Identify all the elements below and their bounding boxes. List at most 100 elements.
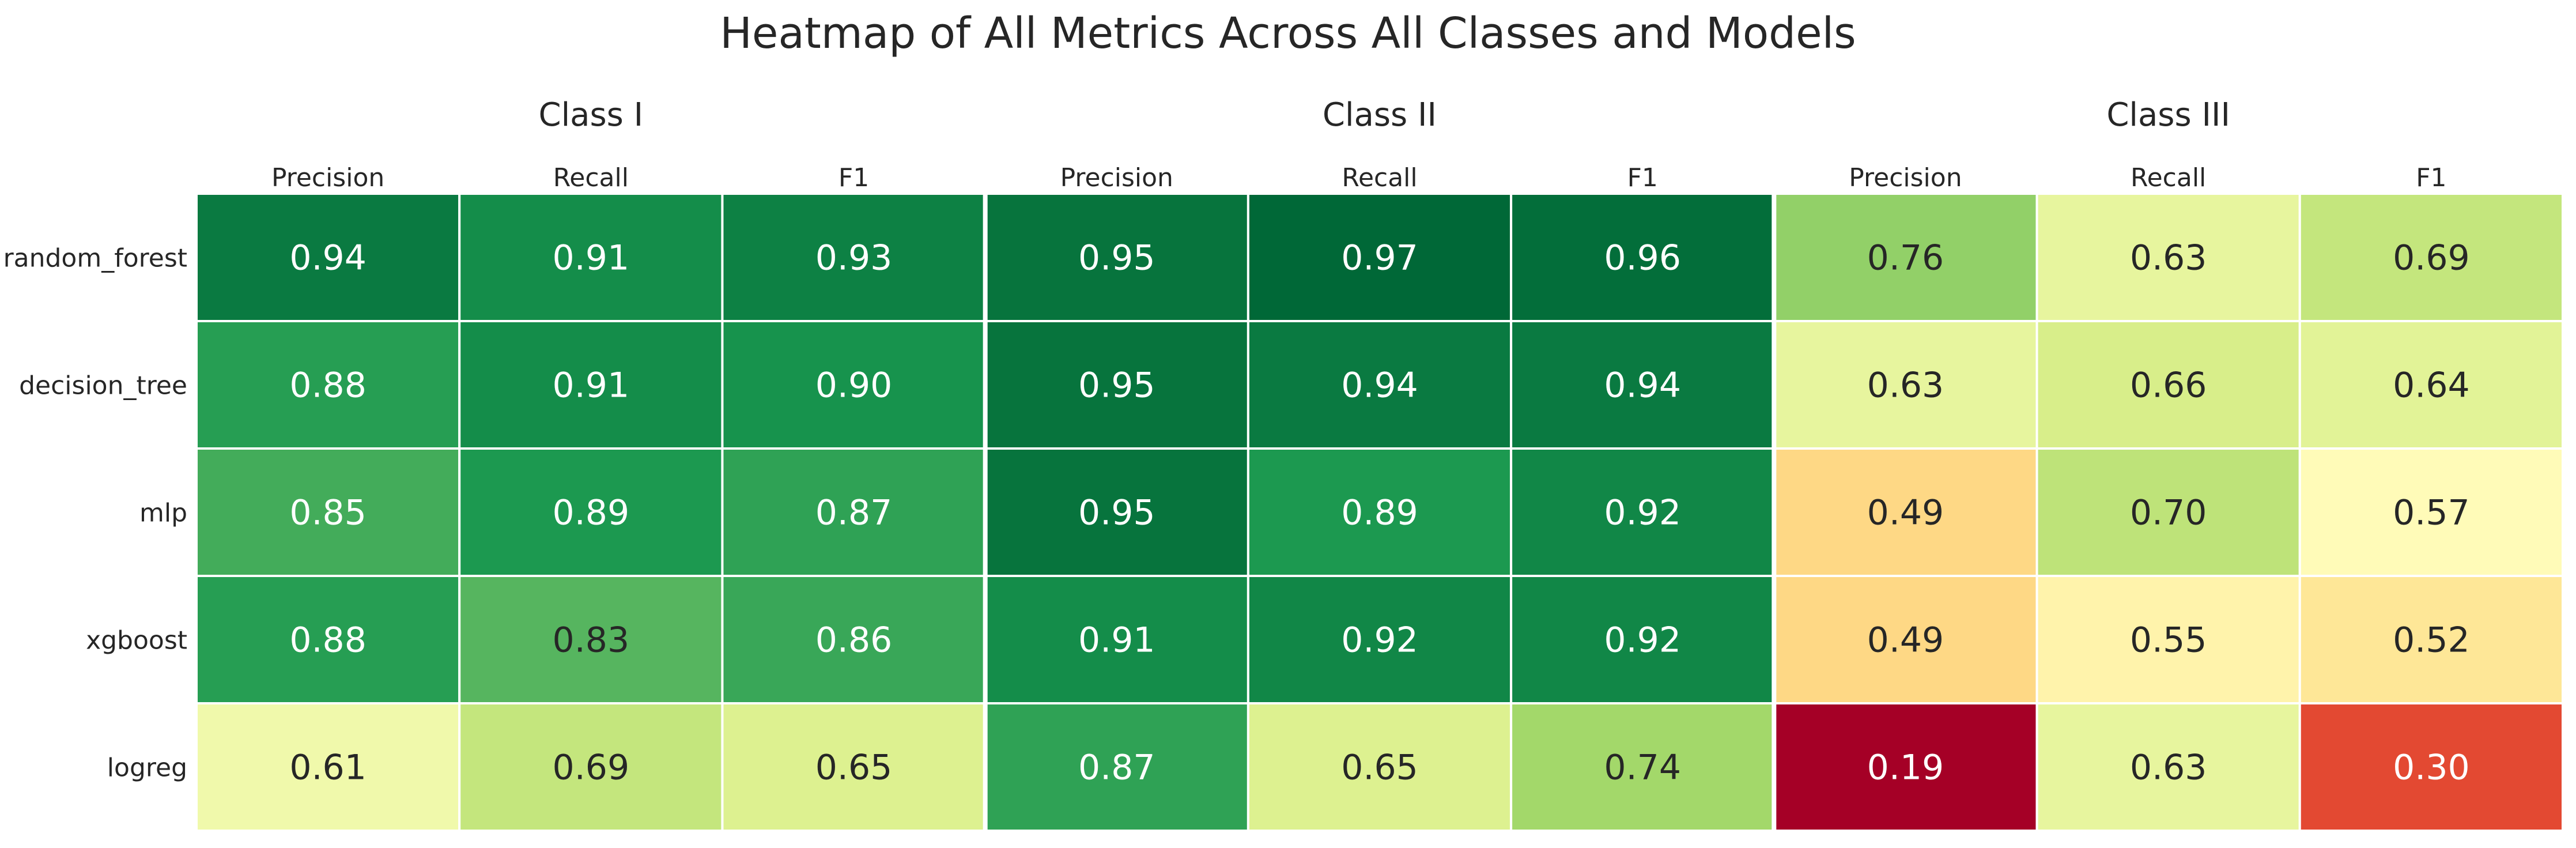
cell-value-label: 0.63 <box>2130 748 2207 788</box>
row-label: logreg <box>107 753 187 783</box>
cell-value-label: 0.94 <box>1341 365 1418 406</box>
heatmap-cell <box>458 575 724 704</box>
cell-value-label: 0.88 <box>289 365 367 406</box>
cell-value-label: 0.19 <box>1867 748 1944 788</box>
column-label: Recall <box>553 163 629 193</box>
cell-value-label: 0.70 <box>2130 493 2207 533</box>
cell-value-label: 0.76 <box>1867 238 1944 278</box>
cell-value-label: 0.97 <box>1341 238 1418 278</box>
group-label: Class I <box>539 96 644 134</box>
heatmap-cell <box>1773 447 2038 577</box>
heatmap-cell <box>1510 320 1776 450</box>
heatmap-cell <box>1247 447 1513 577</box>
cell-value-label: 0.66 <box>2130 365 2207 406</box>
cell-value-label: 0.63 <box>2130 238 2207 278</box>
cell-value-label: 0.87 <box>815 493 893 533</box>
heatmap-cell <box>195 447 461 577</box>
cell-value-label: 0.91 <box>553 238 630 278</box>
group-label: Class II <box>1323 96 1437 134</box>
column-label: Recall <box>2131 163 2206 193</box>
heatmap-cell <box>2035 320 2301 450</box>
cell-value-label: 0.69 <box>553 748 630 788</box>
heatmap-cell <box>984 575 1249 704</box>
heatmap-cell <box>1773 702 2038 832</box>
cell-value-label: 0.55 <box>2130 620 2207 661</box>
cell-value-label: 0.85 <box>289 493 367 533</box>
heatmap-cell <box>1247 702 1513 832</box>
cell-value-label: 0.92 <box>1604 493 1681 533</box>
heatmap-cell <box>2298 447 2564 577</box>
cell-value-label: 0.83 <box>553 620 630 661</box>
heatmap-cell <box>2035 702 2301 832</box>
cell-value-label: 0.30 <box>2393 748 2470 788</box>
column-label: F1 <box>2416 163 2446 193</box>
heatmap-cell <box>458 447 724 577</box>
heatmap-cell <box>1510 447 1776 577</box>
cell-value-label: 0.95 <box>1078 493 1155 533</box>
column-label: F1 <box>1627 163 1658 193</box>
heatmap-cell <box>2035 575 2301 704</box>
heatmap-cell <box>984 320 1249 450</box>
heatmap-cell <box>1247 320 1513 450</box>
cell-value-label: 0.94 <box>1604 365 1681 406</box>
column-label: Precision <box>1849 163 1962 193</box>
heatmap-cell <box>2298 702 2564 832</box>
heatmap-cell <box>1510 702 1776 832</box>
row-label: decision_tree <box>19 371 187 401</box>
heatmap-cell <box>195 320 461 450</box>
heatmap-cell <box>458 193 724 322</box>
cell-value-label: 0.69 <box>2393 238 2470 278</box>
cell-value-label: 0.89 <box>553 493 630 533</box>
heatmap-cell <box>195 702 461 832</box>
cell-value-label: 0.49 <box>1867 493 1944 533</box>
heatmap-cell <box>721 702 987 832</box>
column-label: F1 <box>838 163 869 193</box>
heatmap-cell <box>195 193 461 322</box>
heatmap-cell <box>2035 193 2301 322</box>
cell-value-label: 0.87 <box>1078 748 1155 788</box>
heatmap-cell <box>721 193 987 322</box>
chart-title: Heatmap of All Metrics Across All Classe… <box>720 9 1856 58</box>
cell-value-label: 0.92 <box>1341 620 1418 661</box>
row-label: xgboost <box>86 626 187 655</box>
cell-value-label: 0.90 <box>815 365 893 406</box>
heatmap-cell <box>1773 320 2038 450</box>
heatmap-cell <box>721 320 987 450</box>
cell-value-label: 0.96 <box>1604 238 1681 278</box>
cell-value-label: 0.95 <box>1078 365 1155 406</box>
cell-value-label: 0.95 <box>1078 238 1155 278</box>
heatmap-cell <box>2298 320 2564 450</box>
cell-value-label: 0.57 <box>2393 493 2470 533</box>
cell-value-label: 0.89 <box>1341 493 1418 533</box>
heatmap-cell <box>1773 193 2038 322</box>
heatmap-cell <box>2298 193 2564 322</box>
heatmap-cell <box>2298 575 2564 704</box>
cell-value-label: 0.49 <box>1867 620 1944 661</box>
heatmap-cell <box>2035 447 2301 577</box>
heatmap-cell <box>984 447 1249 577</box>
cell-value-label: 0.74 <box>1604 748 1681 788</box>
cell-value-label: 0.61 <box>289 748 367 788</box>
cell-value-label: 0.86 <box>815 620 893 661</box>
row-label: mlp <box>139 499 187 528</box>
cell-value-label: 0.65 <box>1341 748 1418 788</box>
cell-value-label: 0.52 <box>2393 620 2470 661</box>
column-label: Precision <box>271 163 384 193</box>
cell-value-label: 0.65 <box>815 748 893 788</box>
group-label: Class III <box>2106 96 2230 134</box>
column-label: Recall <box>1342 163 1417 193</box>
heatmap-cell <box>458 702 724 832</box>
heatmap-cell <box>721 575 987 704</box>
cell-value-label: 0.63 <box>1867 365 1944 406</box>
cell-value-label: 0.94 <box>289 238 367 278</box>
cell-value-label: 0.93 <box>815 238 893 278</box>
heatmap-cell <box>721 447 987 577</box>
column-label: Precision <box>1060 163 1173 193</box>
row-label: random_forest <box>3 244 187 273</box>
cell-value-label: 0.91 <box>553 365 630 406</box>
cell-value-label: 0.91 <box>1078 620 1155 661</box>
cell-value-label: 0.92 <box>1604 620 1681 661</box>
cell-value-label: 0.64 <box>2393 365 2470 406</box>
cell-value-label: 0.88 <box>289 620 367 661</box>
